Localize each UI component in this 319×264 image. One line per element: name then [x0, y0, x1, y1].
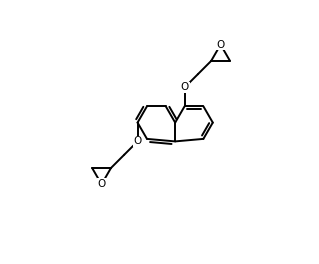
- Text: O: O: [133, 136, 142, 147]
- Text: O: O: [217, 40, 225, 50]
- Text: O: O: [181, 82, 189, 92]
- Text: O: O: [97, 179, 106, 189]
